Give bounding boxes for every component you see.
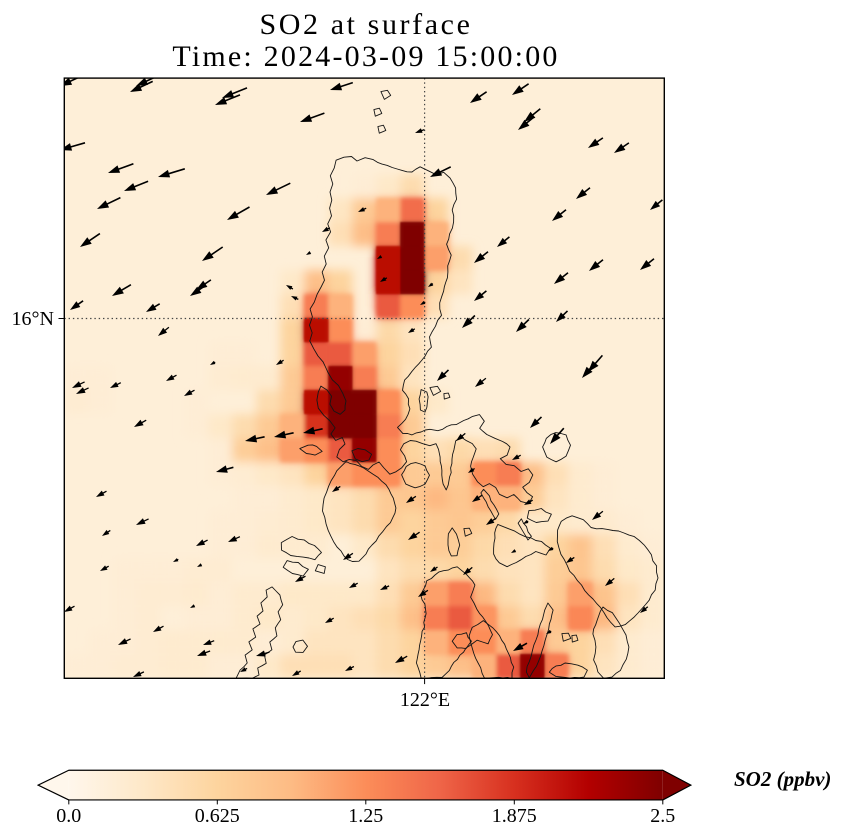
svg-text:2.5: 2.5: [650, 805, 675, 827]
svg-text:0.0: 0.0: [56, 805, 81, 827]
svg-text:16°N: 16°N: [12, 308, 54, 330]
svg-text:SO2 at surface: SO2 at surface: [259, 8, 472, 41]
svg-text:Time: 2024-03-09 15:00:00: Time: 2024-03-09 15:00:00: [172, 40, 559, 73]
svg-text:SO2 (ppbv): SO2 (ppbv): [734, 767, 831, 791]
svg-text:0.625: 0.625: [195, 805, 240, 827]
svg-text:1.875: 1.875: [492, 805, 537, 827]
svg-text:1.25: 1.25: [348, 805, 383, 827]
svg-text:122°E: 122°E: [400, 689, 450, 711]
